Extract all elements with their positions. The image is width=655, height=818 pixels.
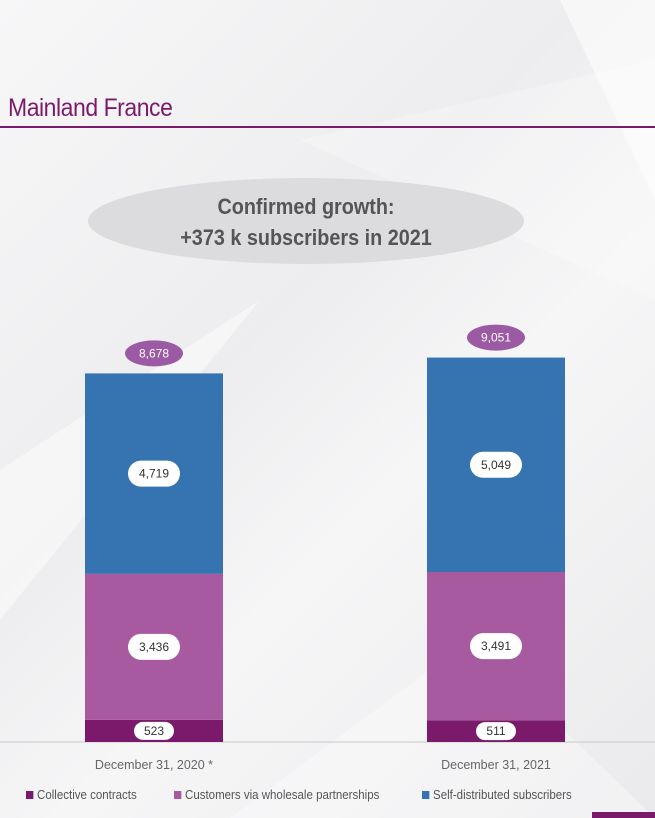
value-label-collective-2021: 511 (486, 724, 505, 738)
value-label-wholesale-2020: 3,436 (139, 640, 169, 654)
value-label-wholesale-2021: 3,491 (481, 639, 511, 653)
legend-swatch-collective (26, 791, 34, 799)
callout-line-2: +373 k subscribers in 2021 (180, 225, 432, 250)
total-label-2020: 8,678 (139, 346, 169, 360)
legend-label-wholesale: Customers via wholesale partnerships (185, 788, 380, 802)
value-label-self-2021: 5,049 (481, 458, 511, 472)
value-label-bg-wholesale-2020 (128, 633, 180, 660)
legend-swatch-wholesale (174, 791, 182, 799)
corner-accent (592, 812, 655, 818)
value-label-collective-2020: 523 (144, 724, 164, 738)
value-label-bg-collective-2021 (476, 722, 516, 741)
value-label-bg-self-2020 (128, 460, 180, 487)
category-label-2020: December 31, 2020 * (95, 758, 213, 772)
legend-item-wholesale: Customers via wholesale partnerships (174, 788, 379, 802)
legend-item-collective: Collective contracts (26, 788, 137, 802)
legend-item-self: Self-distributed subscribers (422, 788, 572, 802)
total-badge-2021 (467, 324, 525, 351)
growth-callout: Confirmed growth: +373 k subscribers in … (88, 178, 524, 264)
category-label-2021: December 31, 2021 (441, 758, 551, 772)
title-divider (0, 126, 655, 128)
value-label-self-2020: 4,719 (139, 467, 169, 481)
legend-label-self: Self-distributed subscribers (433, 788, 572, 802)
value-label-bg-wholesale-2021 (470, 633, 522, 660)
legend-swatch-self (422, 791, 430, 799)
value-label-bg-collective-2020 (134, 721, 174, 740)
total-label-2021: 9,051 (481, 331, 511, 345)
total-badge-2020 (125, 340, 183, 367)
callout-line-1: Confirmed growth: (217, 194, 395, 219)
legend-label-collective: Collective contracts (37, 788, 137, 802)
page-title: Mainland France (8, 94, 173, 122)
value-label-bg-self-2021 (470, 451, 522, 478)
